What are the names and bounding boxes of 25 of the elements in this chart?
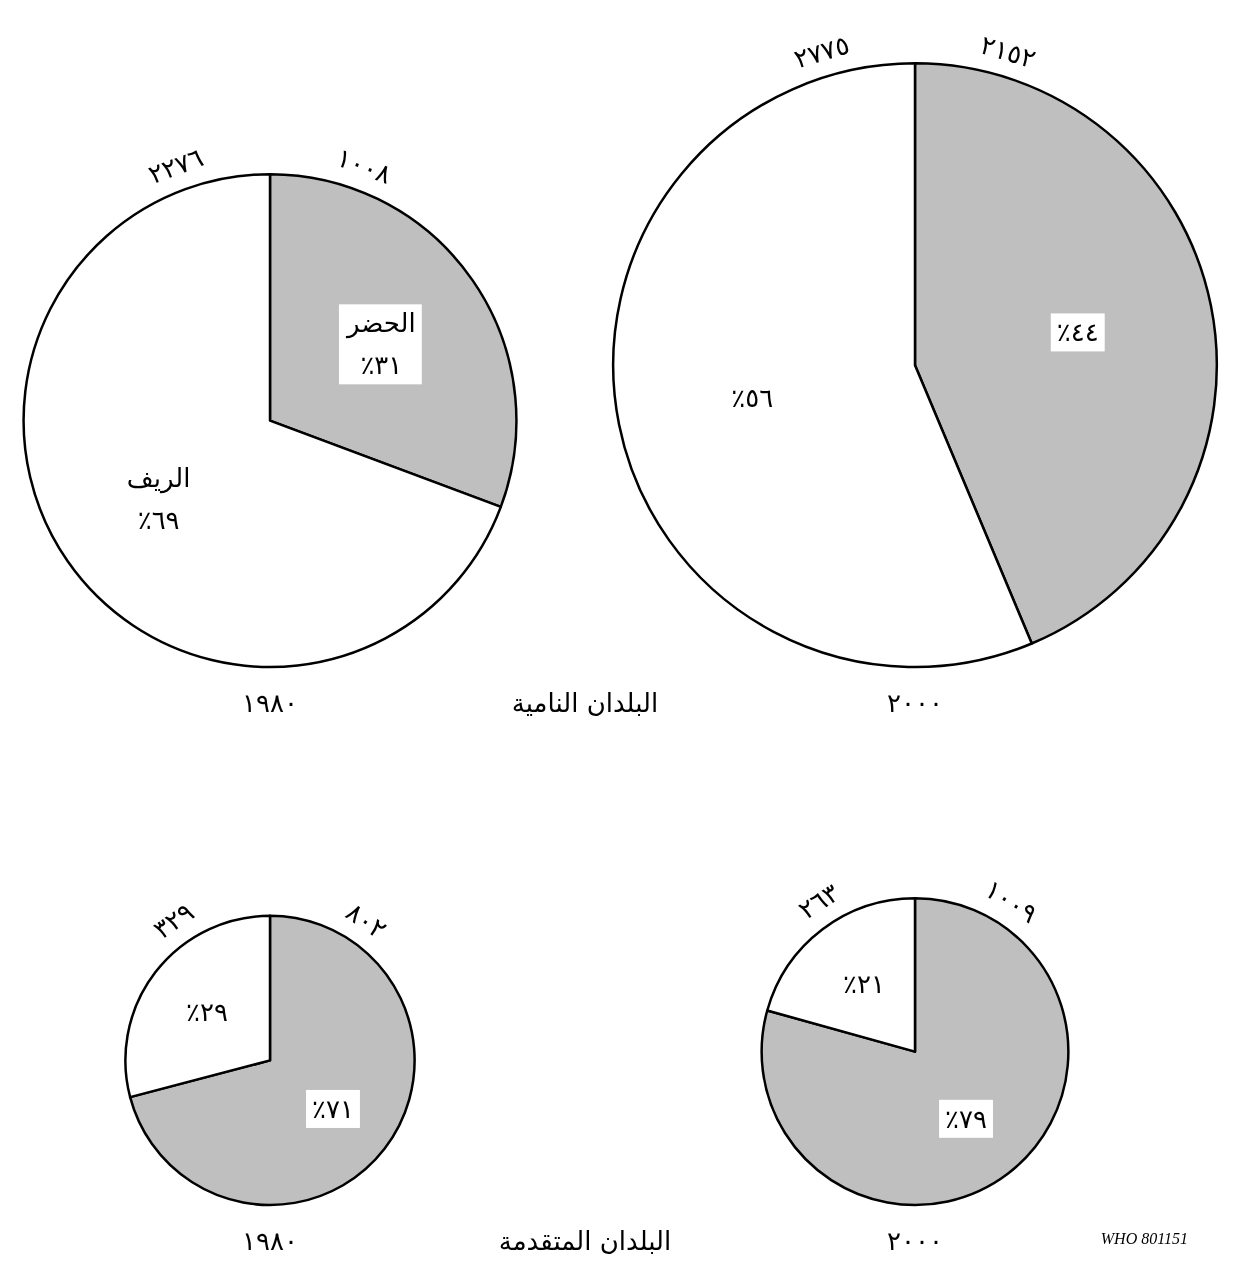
value-label: ٢٧٧٥ [790,29,853,75]
title: ٢٠٠٠ [887,688,943,718]
subtitle: البلدان النامية [511,688,659,718]
title: ١٩٨٠ [242,1226,298,1256]
percent-label: ٪٢٩ [186,996,228,1027]
value-label: ١٠٠٩ [979,873,1043,930]
value-label: ٢٦٣ [793,877,845,926]
value-label: ٨٠٢ [340,896,392,945]
value-label: ٣٢٩ [148,896,200,945]
percent-label: ٪٥٦ [731,382,774,413]
value-label: ١٠٠٨ [332,142,396,190]
percent-label: ٪٧١ [312,1093,354,1124]
value-label: ٢٢٧٦ [144,142,208,190]
percent-label: ٪٧٩ [945,1103,987,1134]
value-label: ٢١٥٢ [977,29,1040,75]
category-label: الريف [126,462,191,493]
percent-label: ٪٣١ [360,350,403,381]
category-label: الحضر [346,308,416,339]
percent-label: ٪٢١ [843,969,885,1000]
title: ٢٠٠٠ [887,1226,943,1256]
title: ١٩٨٠ [242,688,298,718]
annotation: WHO 801151 [1100,1230,1188,1247]
percent-label: ٪٤٤ [1056,317,1099,348]
subtitle: البلدان المتقدمة [498,1226,672,1256]
percent-label: ٪٦٩ [137,504,180,535]
